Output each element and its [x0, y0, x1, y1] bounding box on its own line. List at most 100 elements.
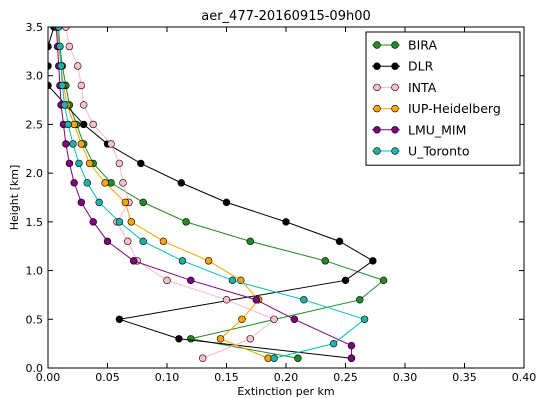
data-point-iup-heidelberg	[101, 179, 109, 187]
data-point-bira	[321, 257, 329, 265]
data-point-lmu-mim	[62, 140, 70, 148]
data-point-lmu-mim	[187, 276, 195, 285]
data-point-lmu-mim	[290, 315, 299, 323]
data-point-inta	[270, 315, 278, 323]
data-point-u-toronto	[83, 179, 91, 187]
legend-marker	[373, 83, 381, 92]
data-point-dlr	[137, 159, 145, 168]
legend-marker	[373, 62, 381, 70]
data-point-dlr	[79, 120, 88, 129]
x-tick-label: 0.40	[512, 371, 537, 384]
x-tick-label: 0.10	[155, 371, 180, 384]
data-point-dlr	[341, 276, 350, 285]
data-point-inta	[222, 296, 231, 304]
y-tick-label: 1.5	[26, 216, 44, 229]
data-point-inta	[89, 120, 97, 129]
data-point-u-toronto	[178, 257, 187, 265]
series-layer	[48, 27, 388, 362]
legend-item-dlr: DLR	[372, 59, 434, 74]
legend-item-u-toronto: U_Toronto	[372, 144, 470, 159]
data-point-u-toronto	[139, 237, 147, 246]
data-point-iup-heidelberg	[77, 140, 86, 148]
data-point-iup-heidelberg	[238, 315, 246, 323]
legend-marker	[391, 126, 399, 134]
data-point-u-toronto	[115, 218, 124, 226]
legend-marker	[373, 147, 381, 155]
y-tick-label: 0.0	[26, 362, 44, 375]
y-tick-label: 3.0	[26, 70, 44, 83]
series-iup-heidelberg	[53, 27, 272, 362]
data-point-bira	[182, 218, 190, 226]
x-tick-label: 0.30	[393, 371, 418, 384]
legend-marker	[373, 126, 381, 134]
data-point-u-toronto	[270, 354, 278, 362]
legend-marker	[373, 41, 381, 49]
data-point-dlr	[335, 237, 344, 246]
data-point-inta	[199, 354, 207, 362]
x-tick-label: 0.00	[36, 371, 61, 384]
legend-item-lmu-mim: LMU_MIM	[372, 122, 466, 137]
legend: BIRA DLR INTA IUP-Heidelberg LMU_MIM U_Toront…	[365, 31, 521, 166]
data-point-bira	[356, 296, 364, 304]
legend-box	[365, 31, 521, 166]
data-point-inta	[79, 101, 88, 109]
data-point-iup-heidelberg	[159, 237, 168, 246]
data-point-u-toronto	[60, 101, 69, 109]
data-point-u-toronto	[58, 81, 66, 90]
data-point-lmu-mim	[252, 296, 260, 304]
series-u-toronto	[55, 27, 369, 362]
data-point-dlr	[175, 335, 183, 343]
data-point-lmu-mim	[347, 341, 356, 350]
data-point-iup-heidelberg	[204, 257, 213, 265]
series-line-u-toronto	[58, 27, 366, 359]
y-tick-label: 1.0	[26, 265, 44, 278]
data-point-dlr	[177, 179, 185, 187]
legend-label: U_Toronto	[408, 144, 470, 159]
legend-item-bira: BIRA	[372, 38, 437, 53]
series-line-dlr	[48, 27, 374, 359]
data-point-iup-heidelberg	[127, 218, 136, 226]
legend-label: IUP-Heidelberg	[408, 101, 501, 116]
data-point-u-toronto	[300, 296, 308, 304]
data-point-bira	[187, 335, 195, 343]
data-point-bira	[139, 198, 147, 207]
x-axis-title: Extinction per km	[237, 385, 334, 398]
data-point-dlr	[48, 81, 52, 90]
data-point-dlr	[222, 198, 231, 207]
legend-label: BIRA	[408, 38, 437, 53]
axis-ticks: 0.00 0.05 0.10 0.15 0.20 0.25 0.30 0.35 0.40 0.0 0…	[26, 21, 537, 384]
data-point-inta	[107, 140, 115, 148]
y-tick-label: 3.5	[26, 21, 44, 34]
data-point-iup-heidelberg	[85, 159, 94, 168]
data-point-u-toronto	[95, 198, 103, 207]
legend-item-inta: INTA	[372, 80, 437, 95]
data-point-bira	[379, 276, 388, 285]
x-tick-label: 0.05	[95, 371, 120, 384]
series-line-iup-heidelberg	[57, 27, 269, 359]
series-dlr	[48, 27, 377, 362]
legend-marker	[391, 104, 399, 113]
legend-marker	[391, 83, 399, 92]
data-point-inta	[65, 42, 74, 51]
y-tick-label: 2.5	[26, 118, 44, 131]
data-point-inta	[74, 62, 82, 70]
data-point-inta	[163, 276, 171, 285]
data-point-u-toronto	[57, 62, 65, 70]
data-point-inta	[115, 159, 124, 168]
data-point-dlr	[48, 62, 52, 70]
data-point-dlr	[48, 42, 52, 51]
data-point-iup-heidelberg	[216, 335, 225, 343]
data-point-u-toronto	[64, 120, 72, 129]
data-point-lmu-mim	[89, 218, 97, 226]
x-tick-label: 0.25	[333, 371, 358, 384]
series-line-inta	[65, 27, 276, 359]
data-point-inta	[124, 237, 132, 246]
data-point-dlr	[369, 257, 377, 265]
y-axis-title: Height [km]	[8, 165, 21, 231]
data-point-bira	[246, 237, 255, 246]
legend-label: LMU_MIM	[408, 122, 466, 137]
data-point-lmu-mim	[70, 179, 78, 187]
data-point-u-toronto	[75, 159, 83, 168]
data-point-dlr	[115, 315, 124, 323]
